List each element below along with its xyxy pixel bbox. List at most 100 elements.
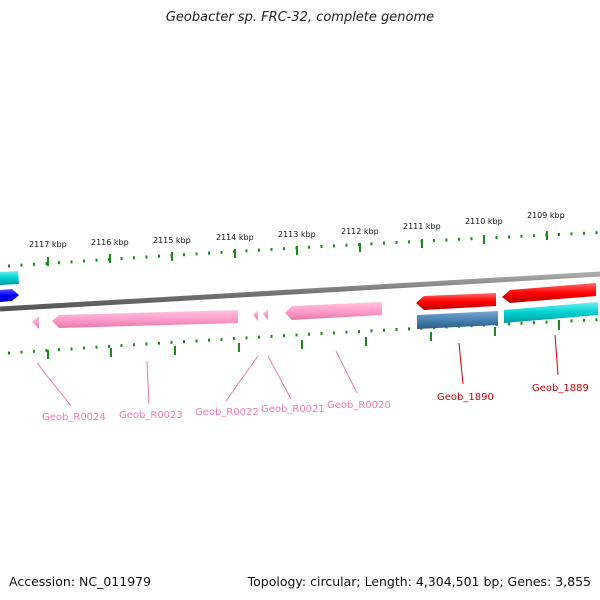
ruler-dot <box>208 338 210 342</box>
ruler-top-ticks <box>47 231 548 266</box>
ruler-dot <box>158 341 160 345</box>
ruler-top: 2117 kbp 2116 kbp 2115 kbp 2114 kbp 2113… <box>8 211 598 268</box>
tick-mark <box>238 343 240 352</box>
gene-label-geob-1889[interactable]: Geob_1889 <box>532 383 589 394</box>
tick-mark <box>47 257 49 266</box>
tick-label: 2117 kbp <box>29 240 67 249</box>
leader-line <box>36 362 72 407</box>
ruler-dot <box>345 243 348 247</box>
gene-feature-blue-partial[interactable] <box>0 289 19 302</box>
ruler-dot <box>395 328 398 331</box>
ruler-dot <box>545 320 548 324</box>
genome-summary-text: Topology: circular; Length: 4,304,501 bp… <box>247 574 591 589</box>
ruler-dot <box>533 234 535 238</box>
ruler-dot <box>70 260 73 264</box>
ruler-dot <box>170 340 173 344</box>
ruler-dot <box>145 255 148 259</box>
ruler-dot <box>283 247 285 251</box>
ruler-dot <box>183 340 185 344</box>
ruler-dot <box>158 254 160 258</box>
ruler-top-labels: 2117 kbp 2116 kbp 2115 kbp 2114 kbp 2113… <box>29 211 565 249</box>
tick-mark <box>171 252 173 261</box>
gene-feature-steel[interactable] <box>417 311 498 329</box>
tick-mark <box>174 346 176 355</box>
leader-line <box>554 334 559 376</box>
tick-mark <box>301 340 303 349</box>
leader-line <box>267 355 292 400</box>
leader-lines <box>36 334 559 407</box>
ruler-dot <box>95 345 98 349</box>
ruler-dot <box>320 245 323 248</box>
ruler-dot <box>333 331 335 335</box>
gene-label-geob-r0022[interactable]: Geob_R0022 <box>195 407 259 418</box>
tick-label: 2111 kbp <box>403 222 441 231</box>
ruler-dot <box>520 234 523 238</box>
ruler-dot <box>233 337 235 341</box>
leader-line <box>458 342 464 385</box>
ruler-dot <box>70 347 73 351</box>
gene-feature-cds-1890[interactable] <box>416 293 496 310</box>
ruler-dot <box>508 322 510 326</box>
ruler-dot <box>445 238 448 242</box>
tick-label: 2113 kbp <box>278 230 316 239</box>
tick-mark <box>483 235 485 244</box>
ruler-dot <box>508 235 510 239</box>
ruler-dot <box>120 344 123 348</box>
tick-label: 2110 kbp <box>465 217 503 226</box>
tick-mark <box>110 348 112 357</box>
ruler-dot <box>45 262 48 265</box>
gene-feature-rna[interactable] <box>285 302 382 320</box>
ruler-dot <box>558 233 560 236</box>
gene-labels: Geob_R0024 Geob_R0023 Geob_R0022 Geob_R0… <box>42 383 589 423</box>
leader-line <box>335 350 358 394</box>
gene-feature-rna[interactable] <box>263 309 268 320</box>
ruler-dot <box>358 330 360 333</box>
ruler-dot <box>58 261 60 265</box>
ruler-dot <box>33 262 35 266</box>
ruler-dot <box>258 248 260 252</box>
tick-mark <box>558 321 560 330</box>
ruler-dot <box>258 335 260 339</box>
ruler-dot <box>133 256 135 260</box>
ruler-dot <box>370 329 373 333</box>
ruler-dot <box>45 349 48 352</box>
gene-feature-cyan-partial[interactable] <box>0 271 19 285</box>
gene-feature-cds-1889[interactable] <box>502 283 596 303</box>
ruler-dot <box>8 264 10 268</box>
gene-feature-rna[interactable] <box>32 316 39 329</box>
genome-backbone <box>0 271 600 312</box>
map-title: Geobacter sp. FRC-32, complete genome <box>165 10 435 25</box>
ruler-bottom-ticks <box>47 321 560 359</box>
ruler-dot <box>470 237 473 241</box>
ruler-dot <box>220 337 223 341</box>
gene-feature-cyan[interactable] <box>504 302 598 323</box>
gene-label-geob-r0023[interactable]: Geob_R0023 <box>119 410 183 421</box>
leader-line <box>146 360 150 405</box>
ruler-dot <box>308 332 310 336</box>
ruler-dot <box>333 244 335 248</box>
gene-label-geob-r0021[interactable]: Geob_R0021 <box>261 404 325 415</box>
gene-feature-rna[interactable] <box>52 310 238 328</box>
ruler-dot <box>108 344 110 348</box>
gene-label-geob-r0024[interactable]: Geob_R0024 <box>42 412 106 423</box>
ruler-dot <box>520 321 523 325</box>
gene-label-geob-1890[interactable]: Geob_1890 <box>437 392 494 403</box>
ruler-dot <box>20 263 23 267</box>
ruler-dot <box>533 321 535 325</box>
ruler-dot <box>408 240 410 244</box>
tick-mark <box>359 243 361 252</box>
ruler-dot <box>195 339 198 343</box>
tick-label: 2115 kbp <box>153 236 191 245</box>
tick-mark <box>234 249 236 258</box>
ruler-dot <box>370 242 373 246</box>
ruler-dot <box>245 249 248 253</box>
ruler-dot <box>83 259 85 263</box>
tick-label: 2109 kbp <box>527 211 565 220</box>
ruler-dot <box>183 253 185 257</box>
tick-mark <box>109 254 111 263</box>
gene-label-geob-r0020[interactable]: Geob_R0020 <box>327 400 391 411</box>
gene-feature-rna[interactable] <box>253 310 258 321</box>
tick-mark <box>494 327 496 336</box>
